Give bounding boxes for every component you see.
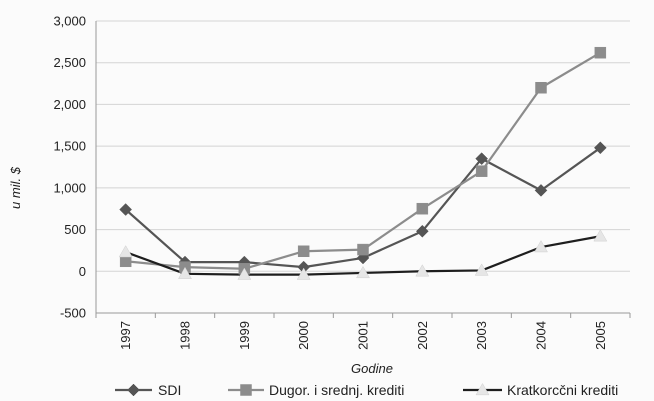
data-point: [296, 267, 311, 280]
legend-marker: [127, 383, 140, 397]
x-tick-label: 2003: [474, 321, 489, 350]
data-point: [119, 203, 133, 216]
x-tick-label: 1997: [118, 321, 133, 350]
data-point: [237, 267, 252, 280]
data-point: [416, 202, 429, 215]
series-lines: [124, 51, 601, 276]
y-axis-title: u mil. $: [8, 166, 23, 209]
data-point: [475, 152, 489, 166]
y-tick-label: 2,500: [53, 55, 86, 70]
data-point: [415, 264, 430, 277]
series-markers: [118, 46, 608, 280]
data-point: [118, 245, 133, 258]
x-tick-label: 1998: [178, 321, 193, 350]
y-tick-label: 1,000: [53, 180, 86, 195]
y-tick-label: 0: [79, 264, 86, 279]
x-tick-label: 2002: [415, 321, 430, 350]
x-axis-title: Godine: [351, 361, 393, 376]
data-point: [534, 240, 548, 253]
y-tick-label: 1,500: [53, 139, 86, 154]
data-point: [474, 263, 489, 276]
data-point: [119, 255, 132, 268]
data-point: [594, 46, 607, 59]
y-tick-label: 2,000: [53, 97, 86, 112]
data-point: [178, 266, 192, 279]
x-tick-label: 2001: [356, 321, 371, 350]
x-tick-label: 2004: [534, 321, 549, 350]
legend-item: Kratkorcčni krediti: [463, 382, 618, 398]
data-point: [535, 81, 547, 94]
legend-label: Dugor. i srednj. krediti: [269, 382, 404, 398]
x-tick-label: 2005: [593, 321, 608, 350]
data-point: [475, 165, 488, 177]
data-point: [415, 224, 429, 238]
y-tick-label: 500: [64, 222, 86, 237]
y-tick-label: -500: [60, 306, 86, 321]
legend-label: SDI: [158, 382, 181, 398]
legend-marker: [475, 382, 490, 396]
legend-item: SDI: [115, 382, 181, 398]
x-axis-ticks: 1997 1998 1999 2000 2001 2002 2003 2004 2005: [118, 321, 608, 350]
legend-item: Dugor. i srednj. krediti: [228, 382, 404, 398]
legend-marker: [240, 384, 252, 396]
data-point: [297, 245, 310, 258]
y-axis-ticks: -500 0 500 1,000 1,500 2,000 2,500 3,000: [53, 14, 86, 321]
series-line-2: [125, 51, 601, 270]
legend: SDI Dugor. i srednj. krediti Kratkorcčni k…: [115, 382, 618, 398]
data-point: [357, 243, 369, 256]
x-tick-label: 2000: [296, 321, 311, 350]
y-tick-label: 3,000: [53, 14, 86, 29]
data-point: [593, 229, 608, 242]
x-tick-label: 1999: [237, 321, 252, 350]
data-point: [534, 184, 548, 197]
data-point: [356, 265, 370, 279]
data-point: [593, 141, 607, 155]
legend-label: Kratkorcčni krediti: [507, 382, 618, 398]
